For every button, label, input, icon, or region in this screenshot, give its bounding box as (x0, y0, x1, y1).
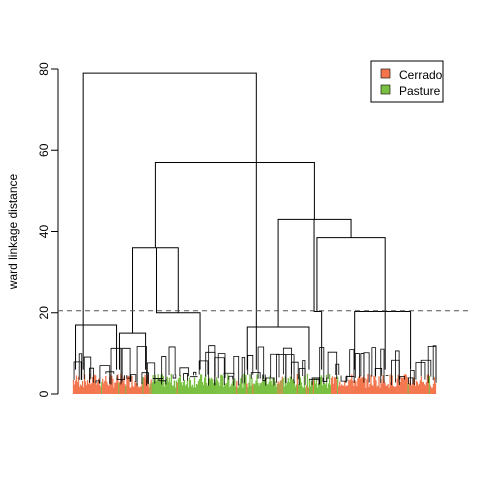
sub-branch (374, 368, 383, 376)
merge-F (246, 326, 310, 370)
sub-branch (168, 346, 176, 376)
sub-branch (290, 361, 299, 380)
sub-branch (349, 349, 355, 378)
sub-branch (198, 360, 209, 375)
y-tick-label: 20 (37, 306, 51, 320)
sub-branch (223, 372, 235, 375)
sub-branch (146, 362, 156, 384)
sub-branch (363, 352, 370, 383)
sub-branch (311, 377, 320, 386)
y-tick-label: 80 (37, 62, 51, 76)
leaf-color-bar (72, 373, 437, 394)
sub-branch (371, 347, 377, 377)
sub-branch (380, 348, 385, 383)
legend-swatch-cerrado (380, 68, 391, 79)
merge-B (118, 332, 147, 370)
merge-I (316, 237, 386, 370)
merge-D (132, 247, 179, 334)
y-axis: 0 20 40 60 80 (37, 62, 59, 397)
y-tick-label: 0 (37, 390, 51, 397)
sub-branch (247, 355, 254, 375)
sub-branch (309, 378, 319, 381)
sub-branch (327, 351, 338, 380)
sub-branch (73, 361, 82, 380)
sub-branch (214, 357, 225, 385)
sub-branch (354, 353, 360, 378)
sub-branch (110, 347, 122, 385)
sub-branch (78, 353, 83, 380)
sub-branch (395, 350, 400, 383)
sub-branch (217, 353, 226, 379)
sub-branch (241, 357, 246, 384)
sub-branch (105, 371, 115, 374)
sub-branch (257, 346, 265, 379)
sub-branch (265, 377, 275, 386)
sub-branch (262, 374, 266, 382)
sub-branch (319, 347, 325, 385)
sub-branch (335, 363, 340, 375)
sub-branch (116, 375, 126, 381)
sub-branch (172, 374, 177, 379)
sub-branch (360, 353, 365, 377)
sub-branch (432, 345, 437, 381)
merge-J (277, 218, 352, 327)
legend-swatch-pasture (380, 84, 391, 95)
sub-branch (205, 351, 216, 377)
sub-branch (193, 371, 197, 376)
sub-branch (250, 372, 261, 379)
sub-branch (399, 376, 406, 380)
sub-branch (415, 362, 426, 380)
merge-K (154, 161, 315, 248)
sub-branch (89, 367, 94, 383)
y-tick-label: 60 (37, 143, 51, 157)
merge-G (313, 219, 323, 370)
legend: Cerrado Pasture (370, 60, 444, 103)
sub-branch (136, 346, 147, 386)
sub-branch (179, 367, 190, 377)
legend-label-cerrado: Cerrado (399, 68, 443, 82)
sub-branch (276, 354, 287, 383)
sub-branch (99, 365, 111, 384)
sub-branch (420, 359, 432, 377)
dendrogram-branches (73, 72, 437, 386)
sub-branch (270, 353, 280, 378)
sub-branch (282, 347, 292, 375)
merge-A (75, 324, 118, 370)
merge-H (354, 311, 412, 370)
merge-E (82, 72, 257, 370)
y-axis-title: ward linkage distance (6, 173, 20, 290)
sub-branch (161, 356, 167, 385)
sub-branch (95, 380, 100, 384)
y-tick-label: 40 (37, 225, 51, 239)
sub-branch (322, 377, 328, 382)
sub-branch (285, 354, 295, 384)
sub-branch (340, 375, 348, 382)
legend-label-pasture: Pasture (399, 84, 441, 98)
sub-branch (233, 355, 240, 386)
sub-branch (121, 347, 131, 382)
sub-branch (183, 373, 188, 381)
sub-branch (228, 375, 234, 380)
sub-branch (141, 372, 149, 385)
sub-branch (130, 374, 137, 382)
legend-box (370, 60, 444, 103)
sub-branch (302, 360, 306, 376)
sub-branch (410, 369, 415, 386)
sub-branch (298, 368, 306, 385)
